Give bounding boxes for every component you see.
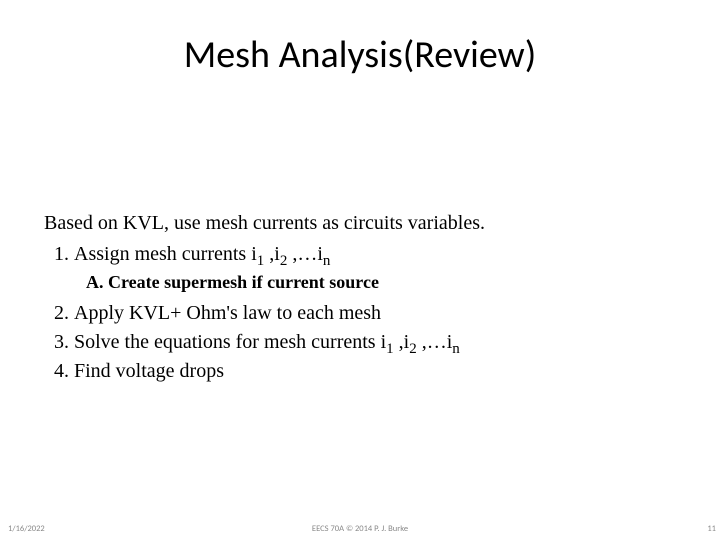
slide-content: Based on KVL, use mesh currents as circu… — [44, 210, 680, 387]
step-1-text-a: Assign mesh currents i — [74, 243, 257, 265]
steps-list: Assign mesh currents i1 ,i2 ,…in Create … — [44, 241, 680, 385]
step-1: Assign mesh currents i1 ,i2 ,…in Create … — [74, 241, 680, 294]
slide-title: Mesh Analysis(Review) — [0, 32, 720, 78]
step-1-text-c: ,…i — [287, 243, 323, 265]
step-4: Find voltage drops — [74, 358, 680, 385]
intro-text: Based on KVL, use mesh currents as circu… — [44, 210, 680, 237]
footer-page: 11 — [707, 524, 716, 534]
sub-nb: n — [452, 341, 460, 357]
sub-n: n — [323, 253, 331, 269]
step-3-text-b: ,i — [394, 331, 410, 353]
substep-a: Create supermesh if current source — [108, 270, 680, 294]
sub-1b: 1 — [386, 341, 394, 357]
step-3: Solve the equations for mesh currents i1… — [74, 329, 680, 356]
footer: 1/16/2022 EECS 70A © 2014 P. J. Burke 11 — [0, 520, 720, 534]
slide: Mesh Analysis(Review) Based on KVL, use … — [0, 0, 720, 540]
step-2: Apply KVL+ Ohm's law to each mesh — [74, 300, 680, 327]
step-3-text-c: ,…i — [417, 331, 453, 353]
substeps-list: Create supermesh if current source — [74, 270, 680, 294]
footer-copy: EECS 70A © 2014 P. J. Burke — [0, 524, 720, 534]
step-1-text-b: ,i — [264, 243, 280, 265]
step-3-text-a: Solve the equations for mesh currents i — [74, 331, 386, 353]
sub-2b: 2 — [409, 341, 417, 357]
